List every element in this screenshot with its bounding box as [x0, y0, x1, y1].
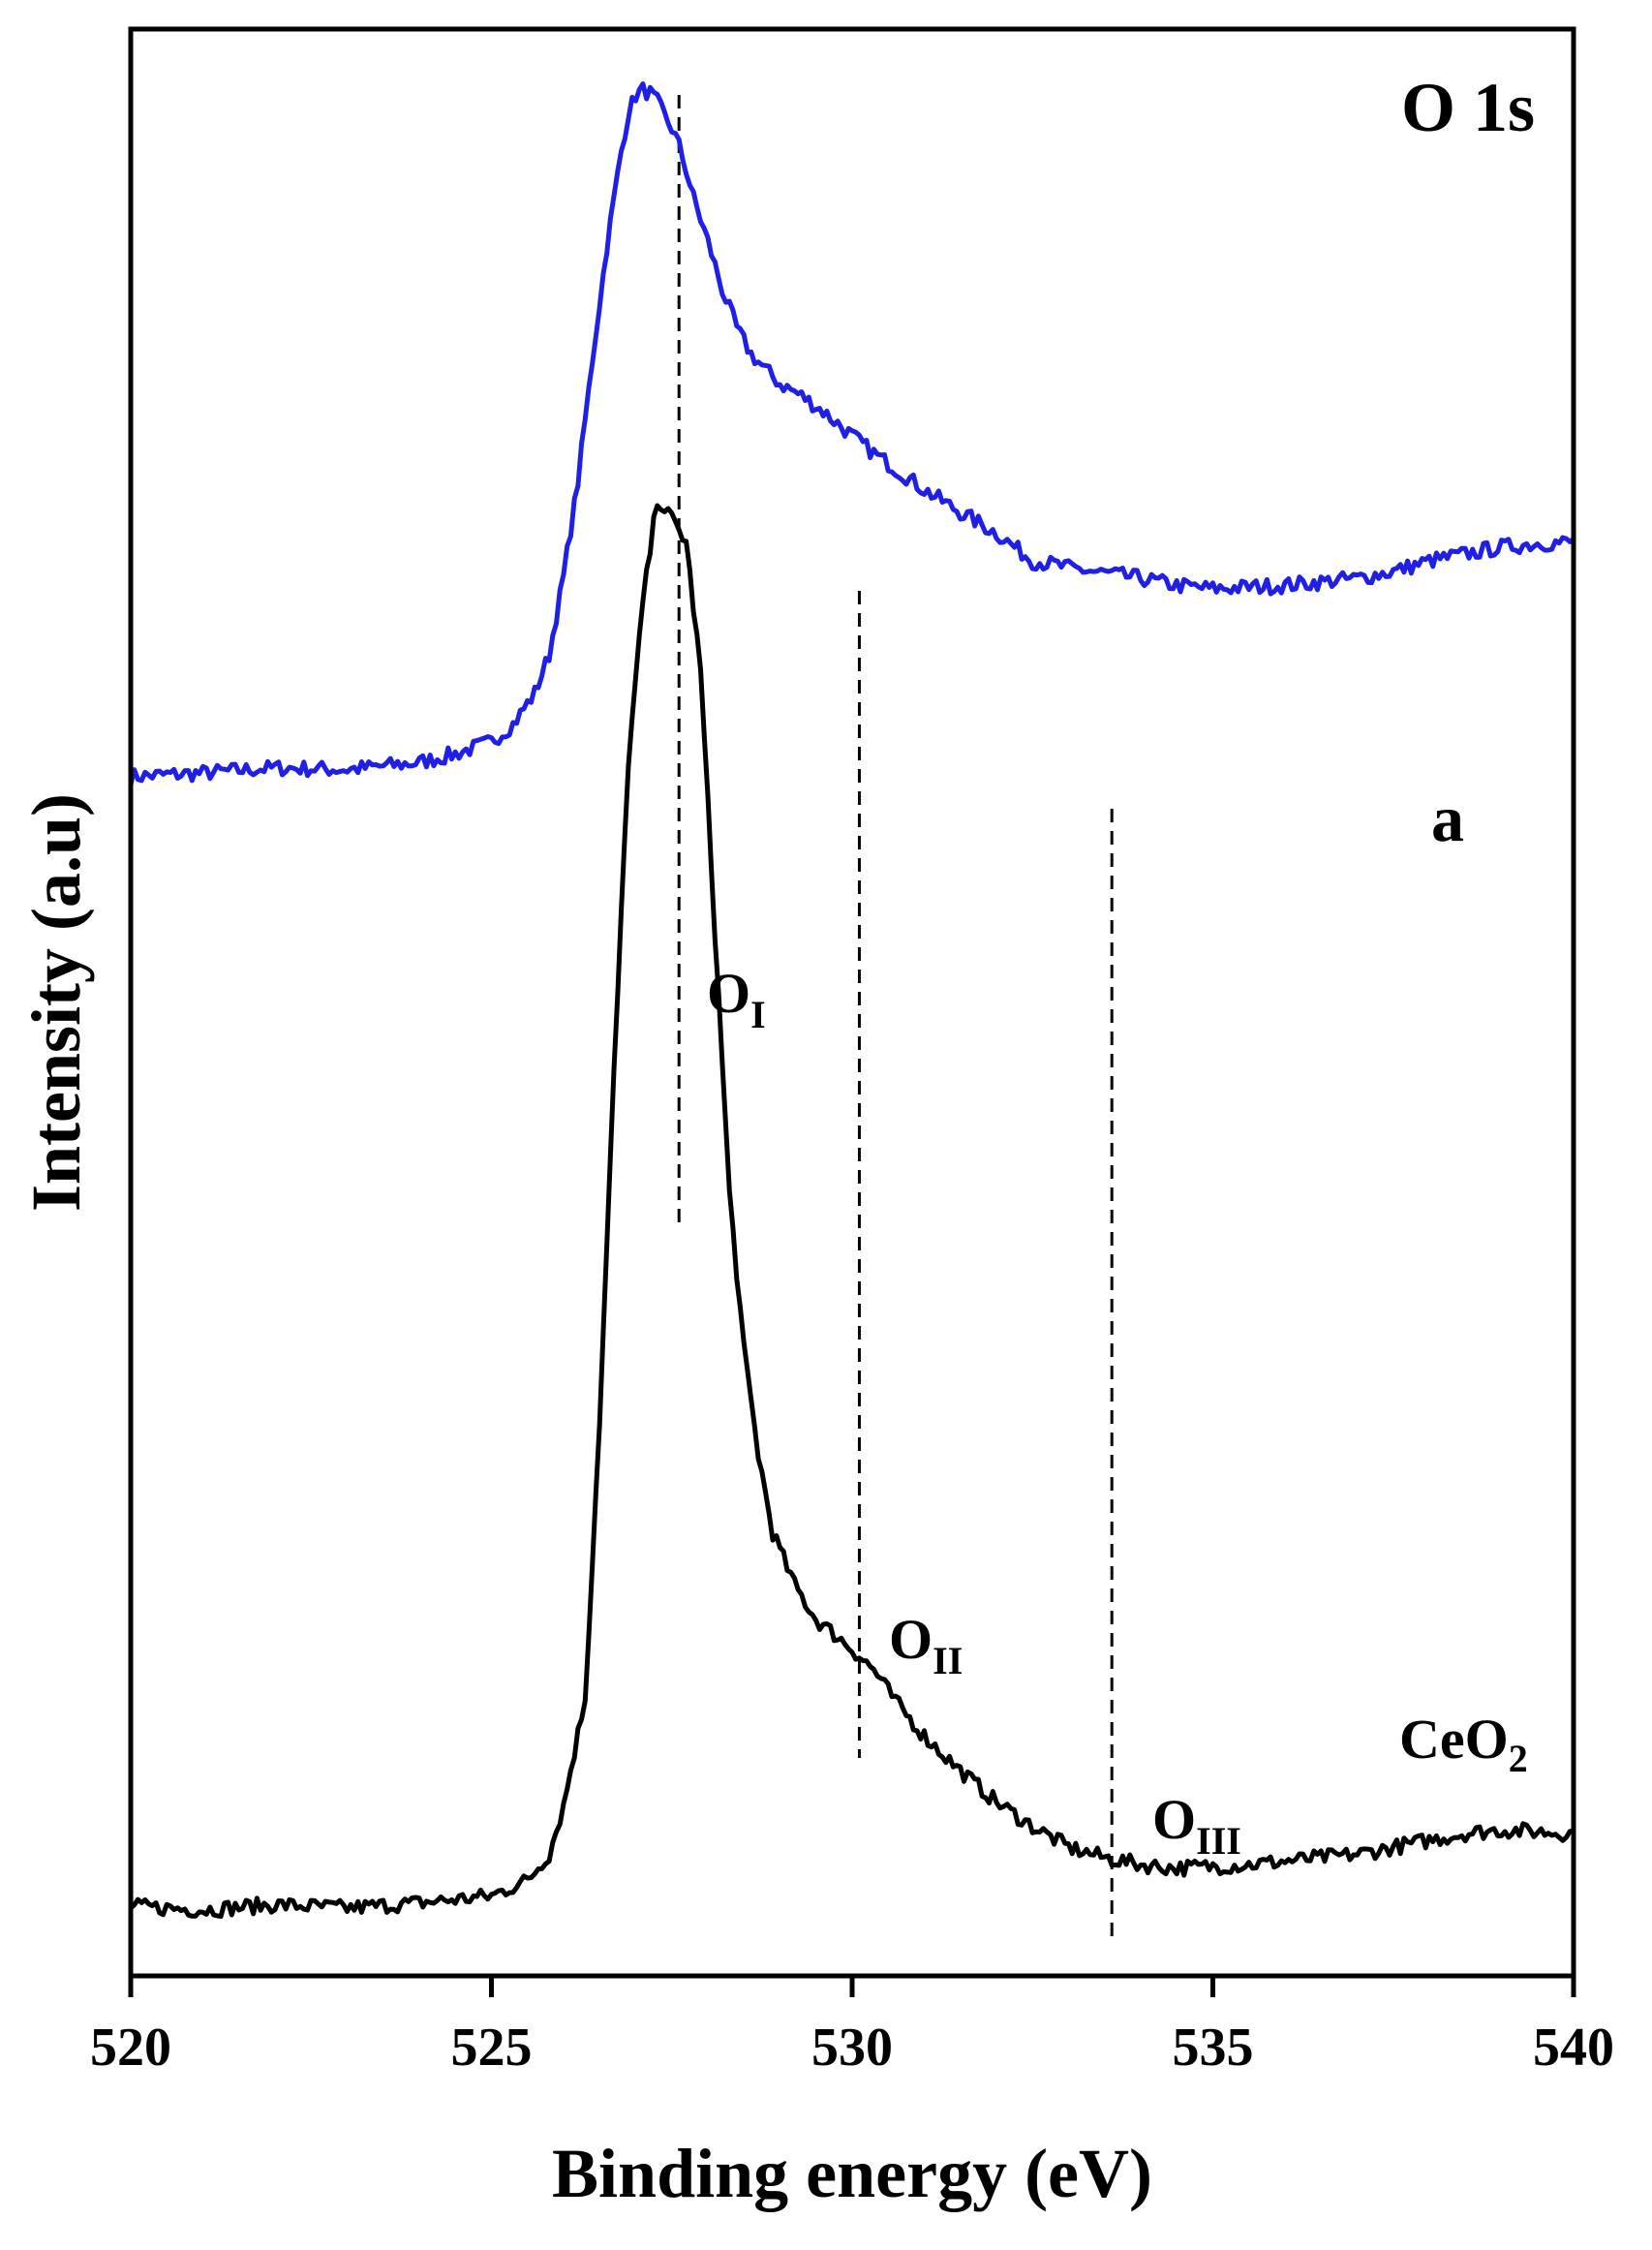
o-i-subscript: I — [750, 993, 766, 1036]
x-ticks: 520 525 530 535 540 — [90, 1976, 1614, 2078]
chart-title: O 1s — [1401, 69, 1535, 146]
ceo2-main: CeO — [1399, 1708, 1509, 1771]
o-iii-subscript: III — [1196, 1819, 1241, 1863]
plot-frame — [128, 26, 1576, 1979]
series-line-a — [128, 81, 1576, 786]
peak-label-o-iii: OIII — [1152, 1788, 1241, 1863]
x-tick-label: 535 — [1173, 2018, 1254, 2078]
o-i-main: O — [707, 962, 750, 1025]
peak-label-o-ii: OII — [889, 1608, 963, 1682]
y-axis-label: Intensity (a.u) — [17, 793, 95, 1212]
ceo2-subscript: 2 — [1509, 1737, 1528, 1780]
x-tick-label: 540 — [1533, 2018, 1614, 2078]
series-layer — [128, 81, 1576, 1919]
o-ii-main: O — [889, 1608, 933, 1671]
o-ii-subscript: II — [933, 1639, 963, 1682]
peak-label-o-i: OI — [707, 962, 766, 1036]
x-tick-label: 520 — [90, 2018, 171, 2078]
o-iii-main: O — [1152, 1788, 1196, 1851]
reference-lines — [677, 95, 1114, 1940]
x-tick-label: 530 — [811, 2018, 893, 2078]
x-axis-label: Binding energy (eV) — [552, 2135, 1152, 2212]
series-label-a: a — [1431, 782, 1464, 855]
x-tick-label: 525 — [451, 2018, 533, 2078]
series-label-ceo2: CeO2 — [1399, 1708, 1528, 1780]
series-line-ceo2 — [129, 503, 1575, 1919]
